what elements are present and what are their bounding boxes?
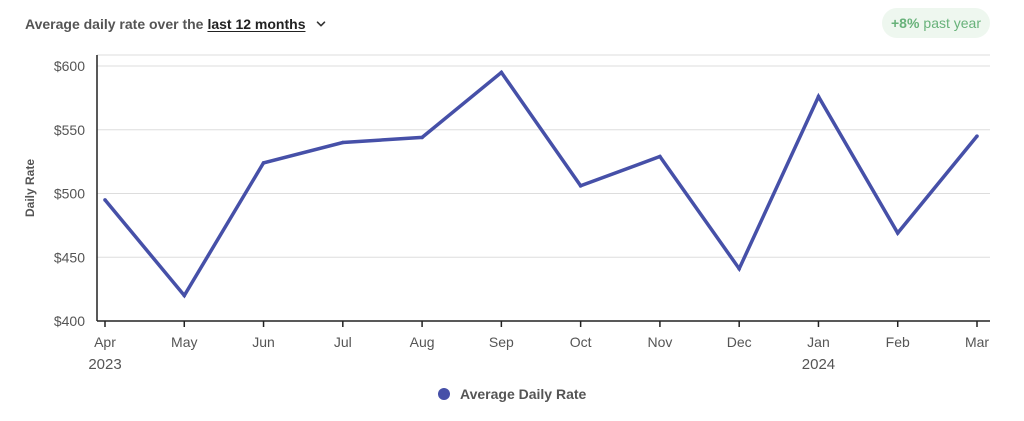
year-label: 2024 [802, 356, 835, 373]
gridlines [97, 54, 990, 258]
data-point [578, 184, 583, 188]
data-point [182, 293, 187, 298]
data-point [103, 198, 107, 202]
badge-suffix: past year [923, 15, 981, 31]
data-point [895, 231, 900, 235]
series-line [103, 69, 979, 299]
x-tick-label: Jan [807, 334, 830, 350]
x-tick-label: Oct [570, 334, 592, 350]
data-point [341, 140, 345, 145]
x-tick-label: May [171, 334, 197, 350]
data-point [975, 134, 979, 138]
y-tick-label: $550 [54, 122, 85, 138]
data-point [499, 70, 504, 75]
series-layer [103, 69, 979, 299]
x-tick-label: Nov [647, 334, 672, 350]
year-label: 2023 [88, 356, 121, 373]
x-tick-label: Aug [410, 334, 435, 350]
x-tick-label: Feb [886, 334, 910, 350]
time-range-dropdown[interactable]: last 12 months [207, 16, 306, 32]
x-tick-label: Jun [252, 334, 275, 350]
chart-header: Average daily rate over the last 12 mont… [25, 14, 327, 34]
x-tick-label: Mar [965, 334, 989, 350]
data-point [420, 135, 424, 140]
data-point [658, 154, 662, 159]
chevron-down-icon[interactable] [315, 18, 327, 30]
x-tick-label: Apr [94, 334, 116, 350]
x-tick-label: Dec [727, 334, 752, 350]
legend: Average Daily Rate [438, 386, 586, 402]
tick-labels: $400 $450 $500 $550 $600 Apr May Jun Jul Aug Sep Oc… [23, 58, 989, 373]
legend-swatch [438, 388, 450, 400]
data-point [737, 266, 741, 271]
y-tick-label: $400 [54, 313, 85, 329]
y-tick-label: $450 [54, 249, 85, 265]
header-prefix: Average daily rate over the [25, 16, 204, 32]
y-tick-label: $600 [54, 58, 85, 74]
axes [96, 55, 990, 327]
legend-label: Average Daily Rate [460, 386, 587, 402]
y-tick-label: $500 [54, 186, 85, 202]
data-point [816, 94, 821, 99]
change-badge: +8% past year [881, 8, 990, 38]
badge-change-value: +8% [890, 15, 920, 31]
x-tick-label: Jul [334, 334, 352, 350]
x-tick-label: Sep [489, 334, 514, 350]
data-point [261, 161, 266, 165]
y-axis-title: Daily Rate [23, 159, 37, 217]
